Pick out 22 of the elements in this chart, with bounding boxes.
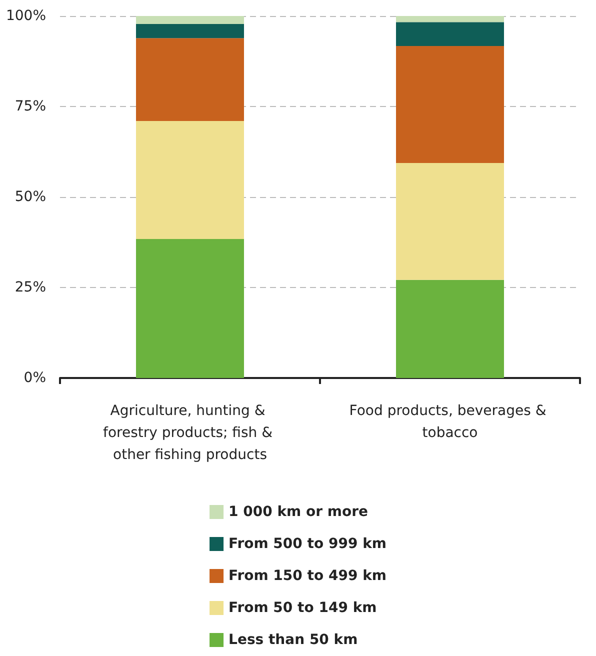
bar: [136, 16, 244, 24]
legend-label: From 50 to 149 km: [228, 600, 377, 616]
bar: [136, 24, 244, 38]
bar: [396, 280, 504, 378]
legend-label: Less than 50 km: [228, 632, 358, 648]
legend-label: 1 000 km or more: [228, 504, 368, 520]
bar: [396, 16, 504, 22]
bar: [136, 38, 244, 121]
bar: [136, 120, 244, 239]
y-tick-label: 50%: [14, 189, 46, 205]
x-tick-label: Agriculture, hunting & forestry products; fish & other fishing products: [103, 403, 277, 463]
bar: [396, 22, 504, 46]
legend-label: From 500 to 999 km: [228, 536, 386, 552]
bar: [136, 238, 244, 378]
bar: [396, 162, 504, 280]
x-tick-label: Food products, beverages & tobacco: [349, 403, 551, 441]
y-tick-label: 25%: [14, 280, 46, 296]
legend-label: From 150 to 499 km: [228, 568, 386, 584]
y-tick-label: 100%: [6, 8, 46, 24]
y-tick-label: 0%: [24, 370, 46, 386]
y-tick-label: 75%: [14, 98, 46, 114]
bar: [396, 46, 504, 163]
